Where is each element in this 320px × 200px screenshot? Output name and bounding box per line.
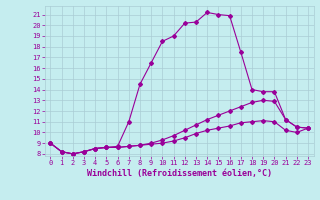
X-axis label: Windchill (Refroidissement éolien,°C): Windchill (Refroidissement éolien,°C) (87, 169, 272, 178)
